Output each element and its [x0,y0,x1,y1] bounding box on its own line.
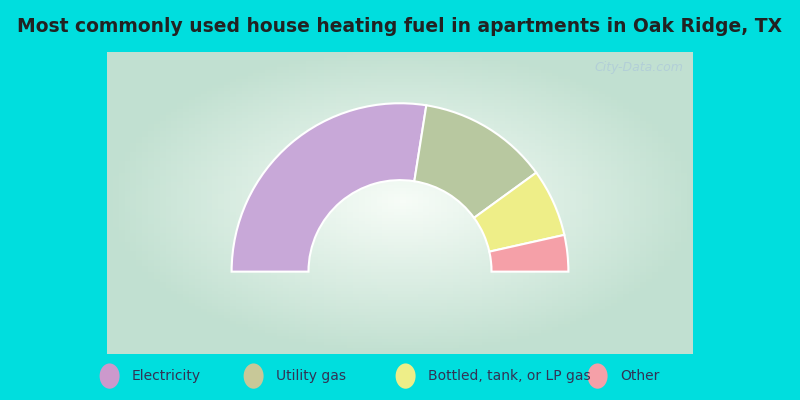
Text: Bottled, tank, or LP gas: Bottled, tank, or LP gas [428,369,590,383]
Wedge shape [232,103,426,272]
Wedge shape [474,173,564,252]
Text: Electricity: Electricity [132,369,201,383]
Ellipse shape [587,364,608,389]
Text: Utility gas: Utility gas [276,369,346,383]
Ellipse shape [395,364,416,389]
Text: City-Data.com: City-Data.com [595,61,684,74]
Ellipse shape [243,364,263,389]
Ellipse shape [100,364,120,389]
Text: Other: Other [620,369,659,383]
Wedge shape [414,105,536,218]
Text: Most commonly used house heating fuel in apartments in Oak Ridge, TX: Most commonly used house heating fuel in… [18,16,782,36]
Wedge shape [490,235,568,272]
